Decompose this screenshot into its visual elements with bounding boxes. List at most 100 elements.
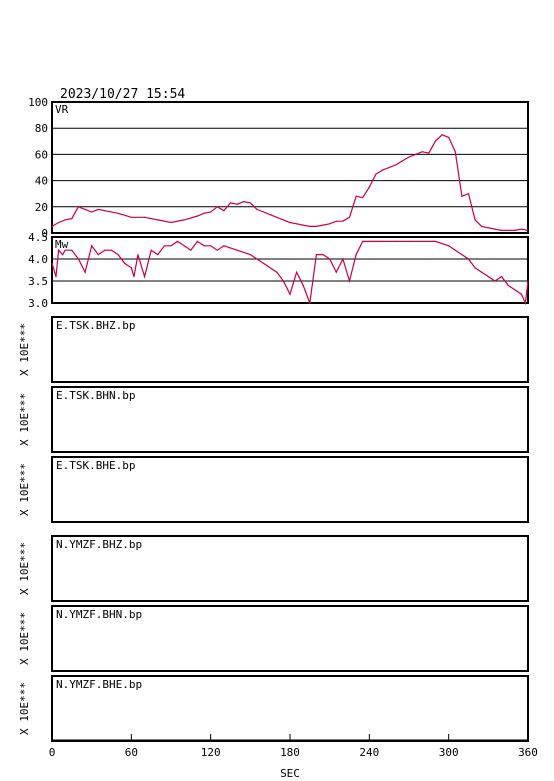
mw-data-point (262, 262, 265, 264)
vr-data-point (428, 152, 430, 154)
mw-data-point (524, 302, 526, 304)
vr-data-point (527, 229, 529, 231)
mw-data-point (335, 271, 337, 273)
waveform-panel: N.YMZF.BHN.bp X 10E*** (18, 605, 529, 672)
mw-data-point (150, 249, 152, 251)
vr-data-point (216, 206, 218, 208)
mw-data-point (124, 262, 126, 264)
vr-data-point (368, 186, 370, 188)
mw-data-point (236, 249, 238, 251)
mw-frame (51, 236, 529, 304)
vr-data-point (421, 151, 423, 153)
mw-data-point (282, 280, 284, 282)
vr-frame (51, 101, 529, 234)
mw-ytick-label: 4.0 (28, 253, 48, 266)
mw-data-point (177, 240, 179, 242)
mw-data-point (467, 258, 470, 260)
mw-data-point (170, 245, 172, 247)
mw-data-point (84, 271, 86, 273)
vr-data-point (335, 220, 337, 222)
waveform-frame (51, 316, 529, 383)
mw-data-point (309, 302, 311, 304)
vr-ytick-label: 20 (35, 201, 48, 214)
vr-data-point (276, 216, 278, 218)
waveform-scale-label: X 10E*** (18, 542, 31, 595)
vr-data-point (500, 229, 503, 231)
mw-data-point (163, 245, 165, 247)
vr-data-point (342, 220, 344, 222)
vr-panel: 100 80 60 40 20 0 VR (28, 96, 529, 240)
mw-data-point (507, 284, 509, 286)
waveform-panel: N.YMZF.BHZ.bp X 10E*** (18, 535, 529, 602)
mw-data-point (494, 280, 496, 282)
mw-data-point (196, 240, 199, 242)
mw-data-point (110, 249, 113, 251)
vr-ytick-label: 60 (35, 148, 48, 161)
x-tick-label: 240 (359, 746, 379, 759)
mw-ytick-label: 4.5 (28, 231, 48, 244)
vr-data-point (487, 227, 489, 229)
mw-data-point (395, 240, 397, 242)
vr-label: VR (55, 103, 69, 116)
mw-data-point (276, 271, 278, 273)
mw-data-point (461, 254, 463, 256)
waveform-frame (51, 605, 529, 672)
mw-data-point (210, 245, 212, 247)
waveform-scale-label: X 10E*** (18, 393, 31, 446)
vr-data-point (408, 156, 410, 158)
mw-data-point (77, 258, 80, 260)
vr-data-point (71, 217, 73, 220)
waveform-channel-label: E.TSK.BHN.bp (56, 389, 135, 402)
vr-data-point (395, 164, 397, 166)
vr-data-point (104, 210, 106, 212)
waveform-frame (51, 675, 529, 742)
mw-data-point (381, 240, 384, 242)
mw-data-point (481, 271, 483, 273)
mw-label: Mw (55, 238, 69, 251)
vr-data-point (329, 223, 331, 225)
mw-data-point (183, 245, 185, 247)
vr-data-point (97, 208, 99, 211)
vr-data-point (362, 197, 364, 199)
mw-data-point (500, 276, 503, 278)
vr-data-point (143, 216, 146, 218)
mw-data-point (355, 254, 357, 256)
vr-data-point (51, 225, 53, 228)
vr-data-point (229, 202, 232, 204)
vr-data-point (355, 195, 357, 197)
waveform-frame (51, 386, 529, 453)
waveform-channel-label: N.YMZF.BHN.bp (56, 608, 142, 621)
vr-data-point (507, 229, 509, 231)
mw-data-point (527, 280, 529, 282)
mw-data-point (408, 240, 410, 242)
vr-data-point (157, 219, 159, 221)
vr-data-point (282, 219, 284, 221)
vr-data-point (375, 173, 377, 175)
vr-data-point (243, 200, 245, 203)
mw-data-point (454, 249, 456, 251)
x-tick-label: 0 (49, 746, 56, 759)
mw-data-point (302, 284, 304, 286)
mw-data-point (137, 254, 139, 256)
mw-data-point (249, 254, 251, 256)
mw-data-point (348, 280, 351, 282)
vr-data-point (130, 216, 132, 218)
mw-data-point (434, 240, 437, 242)
mw-data-point (487, 276, 489, 278)
vr-ytick-label: 0 (41, 227, 48, 240)
mw-data-point (64, 249, 66, 251)
mw-data-point (71, 249, 73, 251)
waveform-scale-label: X 10E*** (18, 323, 31, 376)
waveform-frame (51, 535, 529, 602)
vr-data-point (183, 219, 185, 221)
mw-data-point (474, 267, 476, 269)
mw-data-point (329, 258, 331, 260)
timestamp: 2023/10/27 15:54 (60, 87, 185, 102)
x-axis: 0 60 120 180 240 300 360 SEC (49, 734, 538, 780)
waveform-scale-label: X 10E*** (18, 612, 31, 665)
vr-data-point (223, 210, 225, 212)
mw-ytick-label: 3.5 (28, 275, 48, 288)
mw-data-point (55, 276, 57, 278)
mw-data-point (130, 267, 132, 269)
mw-data-point (91, 245, 93, 247)
